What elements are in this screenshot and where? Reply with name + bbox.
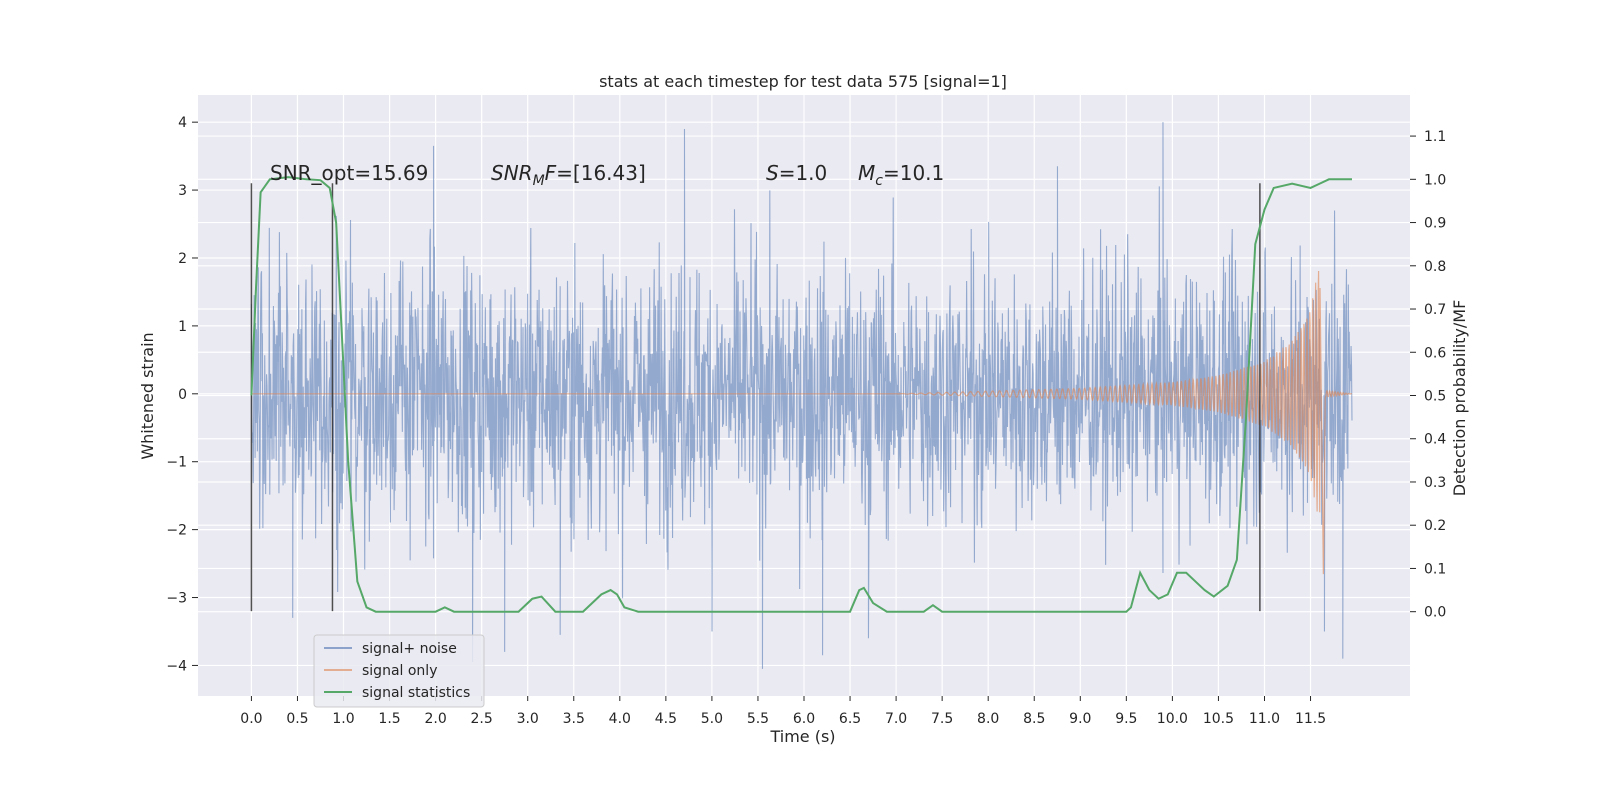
y-axis-right-ticks: 0.0 0.1 0.2 0.3 0.4 0.5 0.6 0.7 0.8 0.9 1.0 1.1 — [1410, 129, 1446, 621]
x-tick-label: 9.5 — [1115, 711, 1137, 727]
x-tick-label: 8.0 — [977, 711, 999, 727]
s-annotation: S=1.0 — [766, 161, 827, 185]
x-tick-label: 4.5 — [655, 711, 677, 727]
snr-mf-annotation: SNRMF=[16.43] — [491, 161, 646, 189]
legend-label-signal-only: signal only — [362, 663, 437, 679]
signal-only-series — [251, 270, 1353, 575]
y-right-tick-label: 0.2 — [1424, 518, 1446, 534]
y-left-tick-label: 2 — [178, 251, 187, 267]
y-right-tick-label: 0.8 — [1424, 259, 1446, 275]
x-axis-ticks: 0.0 0.5 1.0 1.5 2.0 2.5 3.0 3.5 4.0 4.5 5.0 5.5 6.0 6… — [240, 696, 1326, 727]
x-tick-label: 0.5 — [286, 711, 308, 727]
y-right-tick-label: 1.1 — [1424, 129, 1446, 145]
x-tick-label: 5.0 — [701, 711, 723, 727]
x-tick-label: 1.5 — [378, 711, 400, 727]
x-tick-label: 3.0 — [517, 711, 539, 727]
x-tick-label: 2.0 — [424, 711, 446, 727]
y-right-tick-label: 1.0 — [1424, 172, 1446, 188]
x-tick-label: 5.5 — [747, 711, 769, 727]
legend: signal+ noise signal only signal statist… — [313, 634, 485, 708]
y-left-tick-label: 4 — [178, 115, 187, 131]
x-axis-label: Time (s) — [769, 727, 835, 746]
y-left-tick-label: −3 — [166, 591, 187, 607]
x-tick-label: 0.0 — [240, 711, 262, 727]
event-markers — [250, 183, 1261, 612]
signal-statistics-line — [250, 176, 1352, 613]
x-tick-label: 9.0 — [1069, 711, 1091, 727]
chart-title: stats at each timestep for test data 575… — [599, 72, 1007, 91]
x-tick-label: 1.0 — [332, 711, 354, 727]
x-tick-label: 8.5 — [1023, 711, 1045, 727]
y-left-tick-label: −2 — [166, 523, 187, 539]
y-left-tick-label: −1 — [166, 455, 187, 471]
x-tick-label: 3.5 — [563, 711, 585, 727]
x-tick-label: 10.5 — [1203, 711, 1234, 727]
signal-noise-series — [250, 122, 1353, 669]
y-right-tick-label: 0.6 — [1424, 345, 1446, 361]
x-tick-label: 4.0 — [609, 711, 631, 727]
y-right-tick-label: 0.1 — [1424, 561, 1446, 577]
y-axis-left-label: Whitened strain — [138, 332, 157, 459]
x-tick-label: 2.5 — [471, 711, 493, 727]
snr-opt-annotation: SNR_opt=15.69 — [270, 161, 428, 185]
signal-only-trace — [251, 270, 1353, 575]
x-tick-label: 7.5 — [931, 711, 953, 727]
y-right-tick-label: 0.3 — [1424, 475, 1446, 491]
x-tick-label: 6.5 — [839, 711, 861, 727]
legend-label-signal-statistics: signal statistics — [362, 685, 470, 701]
y-left-tick-label: 1 — [178, 319, 187, 335]
y-right-tick-label: 0.9 — [1424, 216, 1446, 232]
x-tick-label: 11.5 — [1295, 711, 1326, 727]
y-left-tick-label: 0 — [178, 387, 187, 403]
y-right-tick-label: 0.0 — [1424, 605, 1446, 621]
y-axis-left-ticks: −4 −3 −2 −1 0 1 2 3 4 — [166, 115, 198, 674]
x-tick-label: 6.0 — [793, 711, 815, 727]
y-right-tick-label: 0.7 — [1424, 302, 1446, 318]
x-tick-label: 10.0 — [1157, 711, 1188, 727]
x-tick-label: 11.0 — [1249, 711, 1280, 727]
y-right-tick-label: 0.4 — [1424, 432, 1446, 448]
signal-noise-trace — [250, 122, 1353, 669]
legend-label-signal-noise: signal+ noise — [362, 641, 457, 657]
y-axis-right-label: Detection probability/MF — [1450, 300, 1469, 497]
y-left-tick-label: −4 — [166, 658, 187, 674]
y-right-tick-label: 0.5 — [1424, 389, 1446, 405]
x-tick-label: 7.0 — [885, 711, 907, 727]
signal-statistics-series — [250, 176, 1352, 613]
mc-annotation: Mc=10.1 — [858, 161, 944, 189]
y-left-tick-label: 3 — [178, 183, 187, 199]
legend-box — [313, 634, 485, 708]
